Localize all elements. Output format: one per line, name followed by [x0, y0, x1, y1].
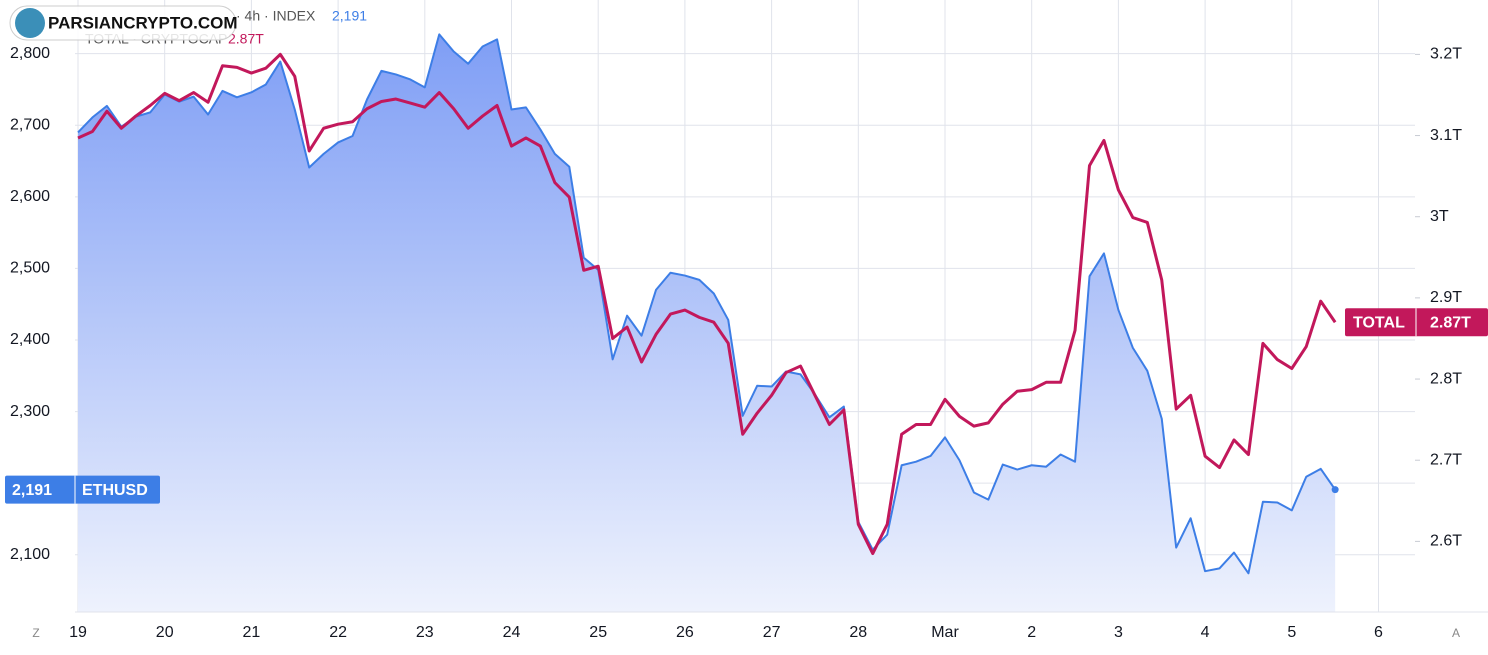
y2-tick-label: 2.9T [1430, 289, 1462, 306]
y-tick-label: 2,700 [10, 116, 50, 133]
x-tick-label: 28 [849, 624, 867, 641]
line [77, 52, 1337, 556]
y2-tick-label: 3.1T [1430, 127, 1462, 144]
x-tick-label: Mar [931, 624, 959, 641]
watermark-logo [15, 8, 45, 38]
x-tick-label: 21 [243, 624, 261, 641]
auto-button[interactable]: A [1452, 626, 1460, 640]
x-tick-label: 4 [1201, 624, 1210, 641]
x-tick-label: 24 [503, 624, 521, 641]
legend-line: · 4h · INDEX [236, 8, 316, 24]
badge-name: TOTAL [1353, 314, 1405, 331]
watermark: PARSIANCRYPTO.COM [48, 13, 238, 32]
badge-value: 2,191 [12, 482, 52, 499]
x-tick-label: 27 [763, 624, 781, 641]
y-tick-label: 2,500 [10, 260, 50, 277]
price-badge [5, 475, 160, 504]
zoom-button[interactable]: Z [32, 626, 39, 640]
y2-tick-label: 3T [1430, 208, 1449, 225]
y2-tick-label: 2.7T [1430, 451, 1462, 468]
y-tick-label: 2,100 [10, 546, 50, 563]
x-tick-label: 22 [329, 624, 347, 641]
y2-tick-label: 2.8T [1430, 370, 1462, 387]
y-tick-label: 2,800 [10, 45, 50, 62]
y-tick-label: 2,600 [10, 188, 50, 205]
plot [77, 33, 1339, 612]
x-tick-label: 3 [1114, 624, 1123, 641]
x-tick-label: 6 [1374, 624, 1383, 641]
x-tick-label: 26 [676, 624, 694, 641]
area [78, 34, 1336, 612]
line [77, 33, 1336, 575]
last-point [1331, 486, 1339, 494]
axes: 2,1002,2002,3002,4002,5002,6002,7002,800… [5, 45, 1488, 641]
badge-name: ETHUSD [82, 482, 148, 499]
x-tick-label: 5 [1287, 624, 1296, 641]
x-tick-label: 2 [1027, 624, 1036, 641]
y2-tick-label: 3.2T [1430, 46, 1462, 63]
x-tick-label: 23 [416, 624, 434, 641]
watermark-box [9, 5, 237, 41]
x-tick-label: 25 [589, 624, 607, 641]
y-tick-label: 2,300 [10, 403, 50, 420]
y-tick-label: 2,400 [10, 331, 50, 348]
y2-tick-label: 2.6T [1430, 533, 1462, 550]
badge-value: 2.87T [1430, 314, 1471, 331]
legend-value: 2,191 [332, 8, 367, 24]
x-tick-label: 20 [156, 624, 174, 641]
legend-value: 2.87T [228, 31, 264, 47]
x-tick-label: 19 [69, 624, 87, 641]
